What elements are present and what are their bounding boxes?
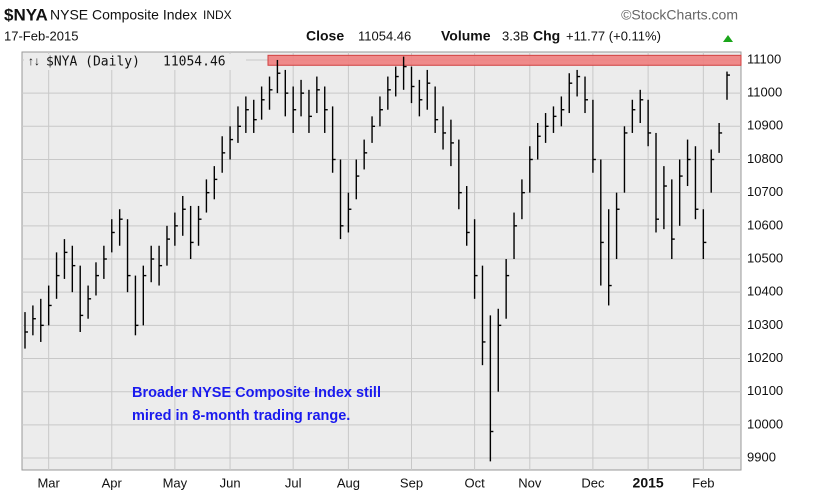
x-tick-label: Apr	[102, 475, 123, 490]
date: 17-Feb-2015	[4, 28, 78, 43]
resistance-band	[267, 54, 742, 66]
x-tick-label: 2015	[633, 475, 664, 491]
change-value: +11.77 (+0.11%)	[566, 28, 661, 43]
symbol: $NYA	[4, 5, 48, 24]
y-tick-label: 10600	[747, 217, 783, 232]
y-tick-label: 9900	[747, 449, 776, 464]
index-name: NYSE Composite Index	[50, 7, 197, 23]
y-tick-label: 10100	[747, 383, 783, 398]
annotation: mired in 8-month trading range.	[132, 408, 350, 424]
legend-background	[24, 54, 246, 70]
y-tick-label: 10000	[747, 416, 783, 431]
plot-background	[21, 51, 742, 471]
legend-name: $NYA (Daily)	[46, 55, 140, 70]
x-tick-label: Nov	[518, 475, 542, 490]
x-tick-label: Jun	[220, 475, 241, 490]
plot-area	[21, 51, 742, 471]
source: ©StockCharts.com	[621, 7, 738, 23]
x-tick-label: Oct	[464, 475, 485, 490]
up-arrow	[723, 35, 733, 42]
volume-value: 3.3B	[502, 28, 529, 43]
volume-label: Volume	[441, 28, 491, 44]
x-tick-label: Sep	[400, 475, 423, 490]
x-tick-label: May	[163, 475, 188, 490]
y-tick-label: 11000	[747, 85, 782, 100]
y-tick-label: 10500	[747, 250, 783, 265]
y-tick-label: 10200	[747, 350, 783, 365]
x-tick-label: Aug	[337, 475, 360, 490]
y-tick-label: 10700	[747, 184, 783, 199]
x-tick-label: Feb	[692, 475, 714, 490]
y-tick-label: 11100	[747, 51, 781, 66]
annotation: Broader NYSE Composite Index still	[132, 385, 381, 401]
close-label: Close	[306, 28, 344, 44]
y-tick-label: 10800	[747, 151, 783, 166]
close-value: 11054.46	[358, 28, 411, 43]
y-tick-label: 10300	[747, 317, 783, 332]
x-tick-label: Dec	[581, 475, 605, 490]
y-tick-label: 10900	[747, 118, 783, 133]
legend-icon: ↑↓	[28, 54, 40, 68]
legend-value: 11054.46	[163, 55, 226, 70]
x-tick-label: Mar	[37, 475, 60, 490]
exchange: INDX	[203, 8, 232, 22]
x-tick-label: Jul	[285, 475, 302, 490]
change-label: Chg	[533, 28, 560, 44]
y-tick-label: 10400	[747, 284, 783, 299]
